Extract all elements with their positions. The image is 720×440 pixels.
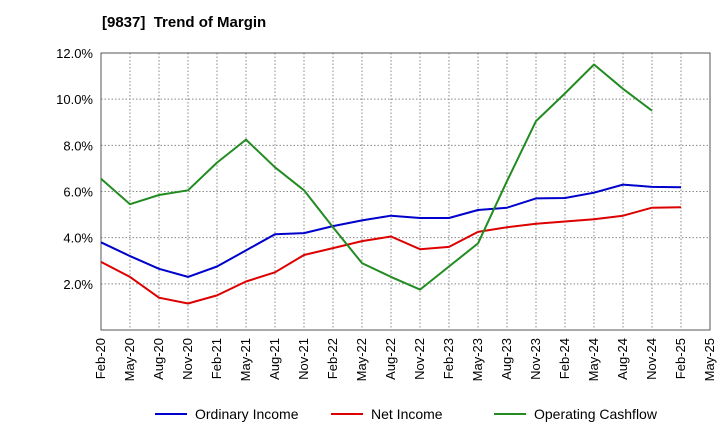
chart-title: [9837] Trend of Margin <box>102 14 267 31</box>
x-tick-label: Aug-23 <box>499 338 514 380</box>
x-tick-label: Aug-24 <box>615 338 630 380</box>
plot-frame <box>100 52 711 331</box>
x-tick-label: May-24 <box>586 338 601 381</box>
x-tick-label: Feb-23 <box>441 338 456 379</box>
x-tick-label: Nov-21 <box>296 338 311 380</box>
series-line-ordinary-income <box>100 183 682 278</box>
x-tick-label: Feb-20 <box>93 338 108 379</box>
legend-label: Net Income <box>371 406 443 422</box>
x-tick-label: May-22 <box>354 338 369 381</box>
x-tick-label: Nov-22 <box>412 338 427 380</box>
x-tick-label: May-20 <box>122 338 137 381</box>
x-tick-label: Nov-23 <box>528 338 543 380</box>
x-tick-label: Nov-20 <box>180 338 195 380</box>
x-tick-label: May-25 <box>702 338 717 381</box>
y-tick-label: 8.0% <box>63 138 93 153</box>
series-line-operating-cashflow <box>100 63 653 291</box>
x-tick-label: May-21 <box>238 338 253 381</box>
x-tick-label: Feb-21 <box>209 338 224 379</box>
y-tick-label: 12.0% <box>56 46 93 61</box>
x-tick-label: Aug-21 <box>267 338 282 380</box>
y-tick-label: 6.0% <box>63 185 93 200</box>
legend-label: Ordinary Income <box>195 406 299 422</box>
x-tick-label: Feb-22 <box>325 338 340 379</box>
x-tick-label: Feb-24 <box>557 338 572 379</box>
x-tick-label: Aug-20 <box>151 338 166 380</box>
x-tick-label: Nov-24 <box>644 338 659 380</box>
y-tick-label: 2.0% <box>63 277 93 292</box>
x-tick-label: Feb-25 <box>673 338 688 379</box>
y-tick-label: 10.0% <box>56 92 93 107</box>
x-tick-label: May-23 <box>470 338 485 381</box>
series-line-net-income <box>100 206 682 305</box>
y-tick-label: 4.0% <box>63 231 93 246</box>
legend-label: Operating Cashflow <box>534 406 658 422</box>
x-tick-label: Aug-22 <box>383 338 398 380</box>
